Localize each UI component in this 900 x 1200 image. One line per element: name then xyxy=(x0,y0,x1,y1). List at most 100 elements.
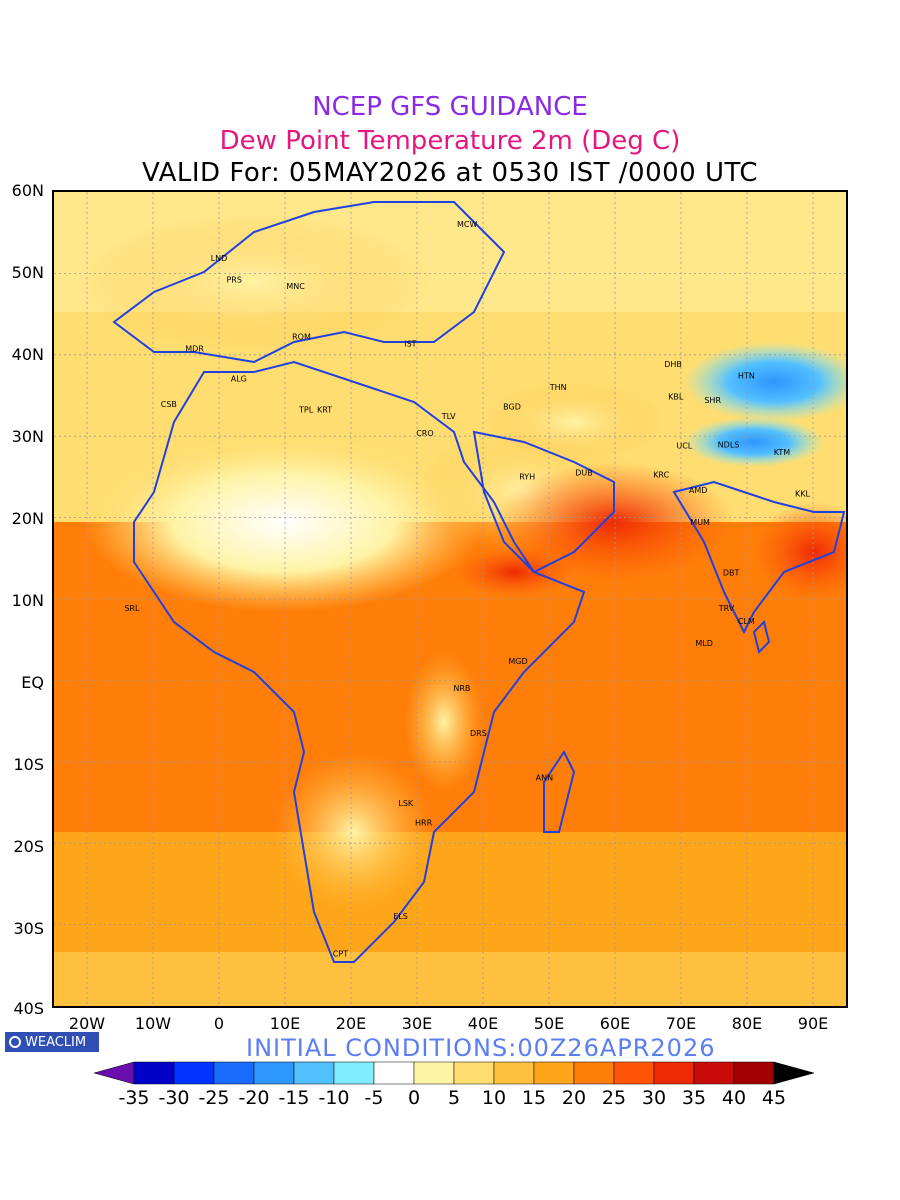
colorbar-swatch xyxy=(653,1061,695,1085)
field-east-africa-dry xyxy=(404,652,484,792)
dewpoint-map: MCW LND PRS MNC ROM MDR IST ALG CSB TPL KRT TLV BGD C… xyxy=(52,190,848,1008)
station-label: MLD xyxy=(695,639,713,648)
coast-india xyxy=(672,480,846,635)
graticule xyxy=(54,192,846,1006)
initial-conditions: INITIAL CONDITIONS:00Z26APR2026 xyxy=(246,1034,716,1062)
station-label: TLV xyxy=(441,412,456,421)
station-label: LSK xyxy=(398,799,414,808)
colorbar-swatch xyxy=(613,1061,655,1085)
field-europe-cool xyxy=(74,212,434,352)
colorbar-tick-label: 5 xyxy=(447,1087,461,1109)
colorbar-max-arrow xyxy=(773,1061,815,1085)
colorbar-swatch xyxy=(533,1061,575,1085)
lon-label: 0 xyxy=(213,1014,225,1033)
colorbar-tick-label: 15 xyxy=(521,1087,547,1109)
station-label: DHB xyxy=(664,360,682,369)
station-label: RYH xyxy=(519,472,535,481)
station-label: NDLS xyxy=(718,441,740,450)
station-label: DBT xyxy=(723,568,740,577)
station-label: HRR xyxy=(415,818,433,827)
field-bay-bengal-hot xyxy=(754,502,846,602)
colorbar-swatch xyxy=(453,1061,495,1085)
lon-label: 70E xyxy=(665,1014,697,1033)
lat-label: 40S xyxy=(13,999,44,1018)
lat-label: 20N xyxy=(11,509,44,528)
station-label: ALG xyxy=(231,375,247,384)
colorbar-tick-label: 20 xyxy=(561,1087,587,1109)
colorbar-swatch xyxy=(213,1061,255,1085)
lon-label: 10W xyxy=(134,1014,172,1033)
lat-label: EQ xyxy=(21,673,44,692)
lon-label: 10E xyxy=(269,1014,301,1033)
colorbar-tick-label: 0 xyxy=(407,1087,421,1109)
lat-label: 10N xyxy=(11,591,44,610)
field-sahara-dry xyxy=(84,432,484,612)
colorbar-tick-label: 30 xyxy=(641,1087,667,1109)
colorbar-swatch xyxy=(493,1061,535,1085)
coast-europe xyxy=(112,201,506,364)
lon-label: 20W xyxy=(68,1014,106,1033)
colorbar-swatch xyxy=(173,1061,215,1085)
station-label: KBL xyxy=(668,393,684,402)
lon-label: 40E xyxy=(467,1014,499,1033)
coast-africa xyxy=(133,360,586,963)
station-label: MGD xyxy=(508,657,527,666)
field-himalaya-cold xyxy=(684,417,824,467)
colorbar-tick-label: -10 xyxy=(318,1087,350,1109)
lon-label: 90E xyxy=(797,1014,829,1033)
colorbar-tick-label: 35 xyxy=(681,1087,707,1109)
station-label: BGD xyxy=(503,402,521,411)
lat-label: 60N xyxy=(11,181,44,200)
title-guidance: NCEP GFS GUIDANCE xyxy=(312,92,588,122)
station-label: CPT xyxy=(333,949,348,958)
field-iran-dry xyxy=(484,382,664,462)
station-label: AMD xyxy=(689,486,708,495)
colorbar-tick-label: 40 xyxy=(721,1087,747,1109)
lon-label: 50E xyxy=(533,1014,565,1033)
colorbar-swatch xyxy=(293,1061,335,1085)
station-label: TRV xyxy=(718,604,735,613)
station-label: KRT xyxy=(317,406,332,415)
station-label: CSB xyxy=(161,400,177,409)
station-label: DRS xyxy=(470,729,487,738)
station-label: KRC xyxy=(653,471,669,480)
station-label: LND xyxy=(211,254,228,263)
station-label: MUM xyxy=(690,518,710,527)
lat-label: 30N xyxy=(11,427,44,446)
station-label: MNC xyxy=(286,282,305,291)
lon-label: 80E xyxy=(731,1014,763,1033)
coast-srilanka xyxy=(752,620,771,654)
station-label: ANN xyxy=(536,774,553,783)
colorbar-swatch xyxy=(333,1061,375,1085)
station-label: HTN xyxy=(738,371,755,380)
colorbar-tick-label: -15 xyxy=(278,1087,310,1109)
station-label: MDR xyxy=(185,345,204,354)
colorbar-tick-label: -30 xyxy=(158,1087,190,1109)
station-label: UCL xyxy=(676,441,692,450)
station-label: SHR xyxy=(704,396,721,405)
station-label: KKL xyxy=(795,489,810,498)
field-tibet-cold xyxy=(684,342,846,422)
colorbar-tick-label: -20 xyxy=(238,1087,270,1109)
station-label: IST xyxy=(404,340,416,349)
lon-label: 20E xyxy=(335,1014,367,1033)
colorbar-swatch xyxy=(413,1061,455,1085)
colorbar-tick-label: -25 xyxy=(198,1087,230,1109)
lat-label: 20S xyxy=(13,837,44,856)
lat-label: 40N xyxy=(11,345,44,364)
coast-madagascar xyxy=(543,750,576,833)
station-label: THN xyxy=(549,383,567,392)
lat-label: 10S xyxy=(13,755,44,774)
field-far-south xyxy=(54,952,846,1006)
lat-label: 50N xyxy=(11,263,44,282)
lon-label: 30E xyxy=(401,1014,433,1033)
colorbar-swatch xyxy=(253,1061,295,1085)
lat-label: 30S xyxy=(13,919,44,938)
station-label: ELS xyxy=(393,912,408,921)
title-valid-time: VALID For: 05MAY2026 at 0530 IST /0000 U… xyxy=(141,158,759,188)
colorbar-swatch xyxy=(733,1061,775,1085)
colorbar-tick-label: 10 xyxy=(481,1087,507,1109)
colorbar-swatch xyxy=(693,1061,735,1085)
field-red-sea-hot xyxy=(454,547,574,597)
logo-text: WEACLIM xyxy=(25,1034,87,1050)
